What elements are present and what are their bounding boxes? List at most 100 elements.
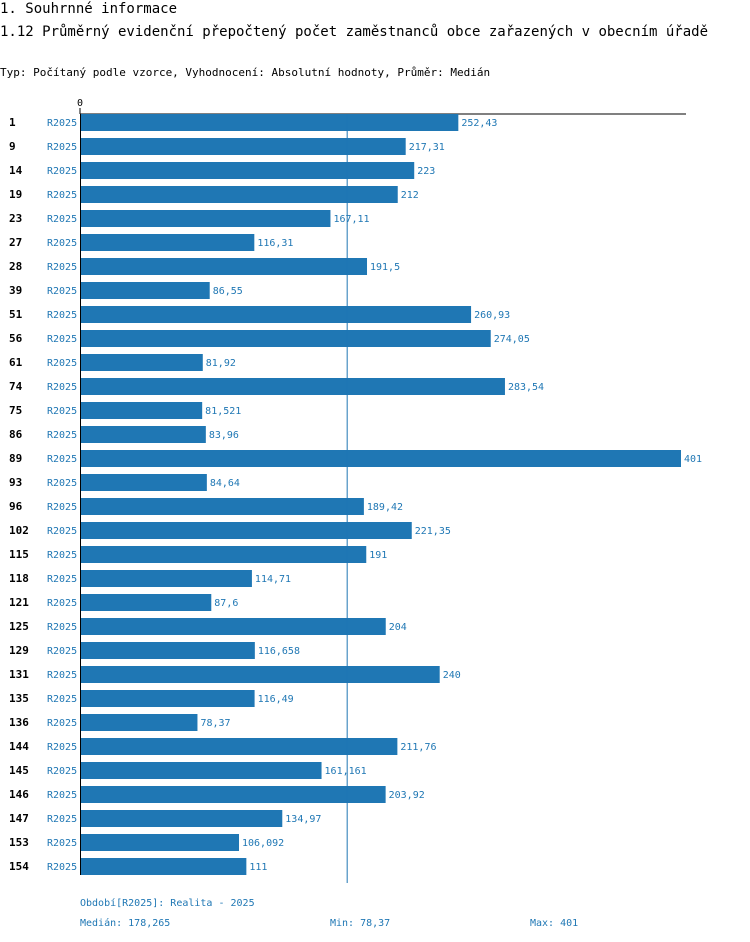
category-label: 1 xyxy=(9,116,16,129)
category-label: 89 xyxy=(9,452,22,465)
value-label: 212 xyxy=(401,190,419,201)
category-label: 146 xyxy=(9,788,29,801)
bar xyxy=(80,618,386,635)
category-label: 115 xyxy=(9,548,29,561)
series-label: R2025 xyxy=(47,430,77,441)
series-label: R2025 xyxy=(47,526,77,537)
series-label: R2025 xyxy=(47,550,77,561)
bar xyxy=(80,114,459,131)
category-label: 27 xyxy=(9,236,22,249)
category-label: 144 xyxy=(9,740,29,753)
value-label: 81,92 xyxy=(206,358,236,369)
category-label: 129 xyxy=(9,644,29,657)
series-label: R2025 xyxy=(47,814,77,825)
value-label: 134,97 xyxy=(285,814,321,825)
bar xyxy=(80,594,212,611)
series-label: R2025 xyxy=(47,358,77,369)
series-label: R2025 xyxy=(47,646,77,657)
series-label: R2025 xyxy=(47,286,77,297)
value-label: 191 xyxy=(369,550,387,561)
bar xyxy=(80,426,206,443)
category-label: 56 xyxy=(9,332,23,345)
series-label: R2025 xyxy=(47,670,77,681)
value-label: 83,96 xyxy=(209,430,239,441)
series-label: R2025 xyxy=(47,262,77,273)
bar xyxy=(80,738,398,755)
section-title: 1. Souhrnné informace xyxy=(0,1,178,17)
bar xyxy=(80,546,367,563)
value-label: 211,76 xyxy=(400,742,436,753)
value-label: 401 xyxy=(684,454,702,465)
value-label: 274,05 xyxy=(494,334,530,345)
value-label: 203,92 xyxy=(389,790,425,801)
bar xyxy=(80,282,210,299)
bar xyxy=(80,810,283,827)
category-label: 74 xyxy=(9,380,23,393)
category-label: 93 xyxy=(9,476,22,489)
series-label: R2025 xyxy=(47,238,77,249)
value-label: 217,31 xyxy=(409,142,445,153)
series-label: R2025 xyxy=(47,742,77,753)
category-label: 102 xyxy=(9,524,29,537)
bar xyxy=(80,258,368,275)
footer-median: Medián: 178,265 xyxy=(80,918,171,929)
series-label: R2025 xyxy=(47,382,77,393)
bar xyxy=(80,138,406,155)
value-label: 221,35 xyxy=(415,526,451,537)
category-label: 19 xyxy=(9,188,22,201)
value-label: 191,5 xyxy=(370,262,400,273)
series-label: R2025 xyxy=(47,214,77,225)
bar xyxy=(80,378,505,395)
category-label: 145 xyxy=(9,764,29,777)
category-label: 135 xyxy=(9,692,29,705)
bar xyxy=(80,402,203,419)
category-label: 153 xyxy=(9,836,29,849)
footer-period: Období[R2025]: Realita - 2025 xyxy=(80,898,255,909)
bar xyxy=(80,762,322,779)
category-label: 9 xyxy=(9,140,16,153)
category-label: 136 xyxy=(9,716,29,729)
x-tick-label: 0 xyxy=(77,98,83,109)
category-label: 28 xyxy=(9,260,22,273)
bar xyxy=(80,186,398,203)
bar xyxy=(80,498,364,515)
bar xyxy=(80,474,207,491)
category-label: 131 xyxy=(9,668,29,681)
series-label: R2025 xyxy=(47,310,77,321)
value-label: 204 xyxy=(389,622,407,633)
category-label: 39 xyxy=(9,284,22,297)
chart-title: 1.12 Průměrný evidenční přepočtený počet… xyxy=(0,24,709,40)
category-label: 96 xyxy=(9,500,23,513)
bar xyxy=(80,354,203,371)
bar xyxy=(80,330,491,347)
chart-subtitle: Typ: Počítaný podle vzorce, Vyhodnocení:… xyxy=(0,66,491,79)
bar xyxy=(80,570,252,587)
series-label: R2025 xyxy=(47,142,77,153)
series-label: R2025 xyxy=(47,622,77,633)
series-label: R2025 xyxy=(47,406,77,417)
bar xyxy=(80,162,415,179)
category-label: 121 xyxy=(9,596,29,609)
category-label: 51 xyxy=(9,308,23,321)
series-label: R2025 xyxy=(47,862,77,873)
value-label: 252,43 xyxy=(461,118,497,129)
value-label: 260,93 xyxy=(474,310,510,321)
value-label: 78,37 xyxy=(200,718,230,729)
value-label: 116,658 xyxy=(258,646,300,657)
bar xyxy=(80,714,198,731)
value-label: 116,49 xyxy=(258,694,294,705)
value-label: 116,31 xyxy=(257,238,293,249)
value-label: 240 xyxy=(443,670,461,681)
series-label: R2025 xyxy=(47,334,77,345)
category-label: 118 xyxy=(9,572,29,585)
category-label: 154 xyxy=(9,860,29,873)
value-label: 114,71 xyxy=(255,574,291,585)
value-label: 223 xyxy=(417,166,435,177)
value-label: 106,092 xyxy=(242,838,284,849)
bar xyxy=(80,834,240,851)
bar xyxy=(80,786,386,803)
category-label: 61 xyxy=(9,356,23,369)
category-label: 75 xyxy=(9,404,22,417)
value-label: 283,54 xyxy=(508,382,544,393)
category-label: 147 xyxy=(9,812,29,825)
